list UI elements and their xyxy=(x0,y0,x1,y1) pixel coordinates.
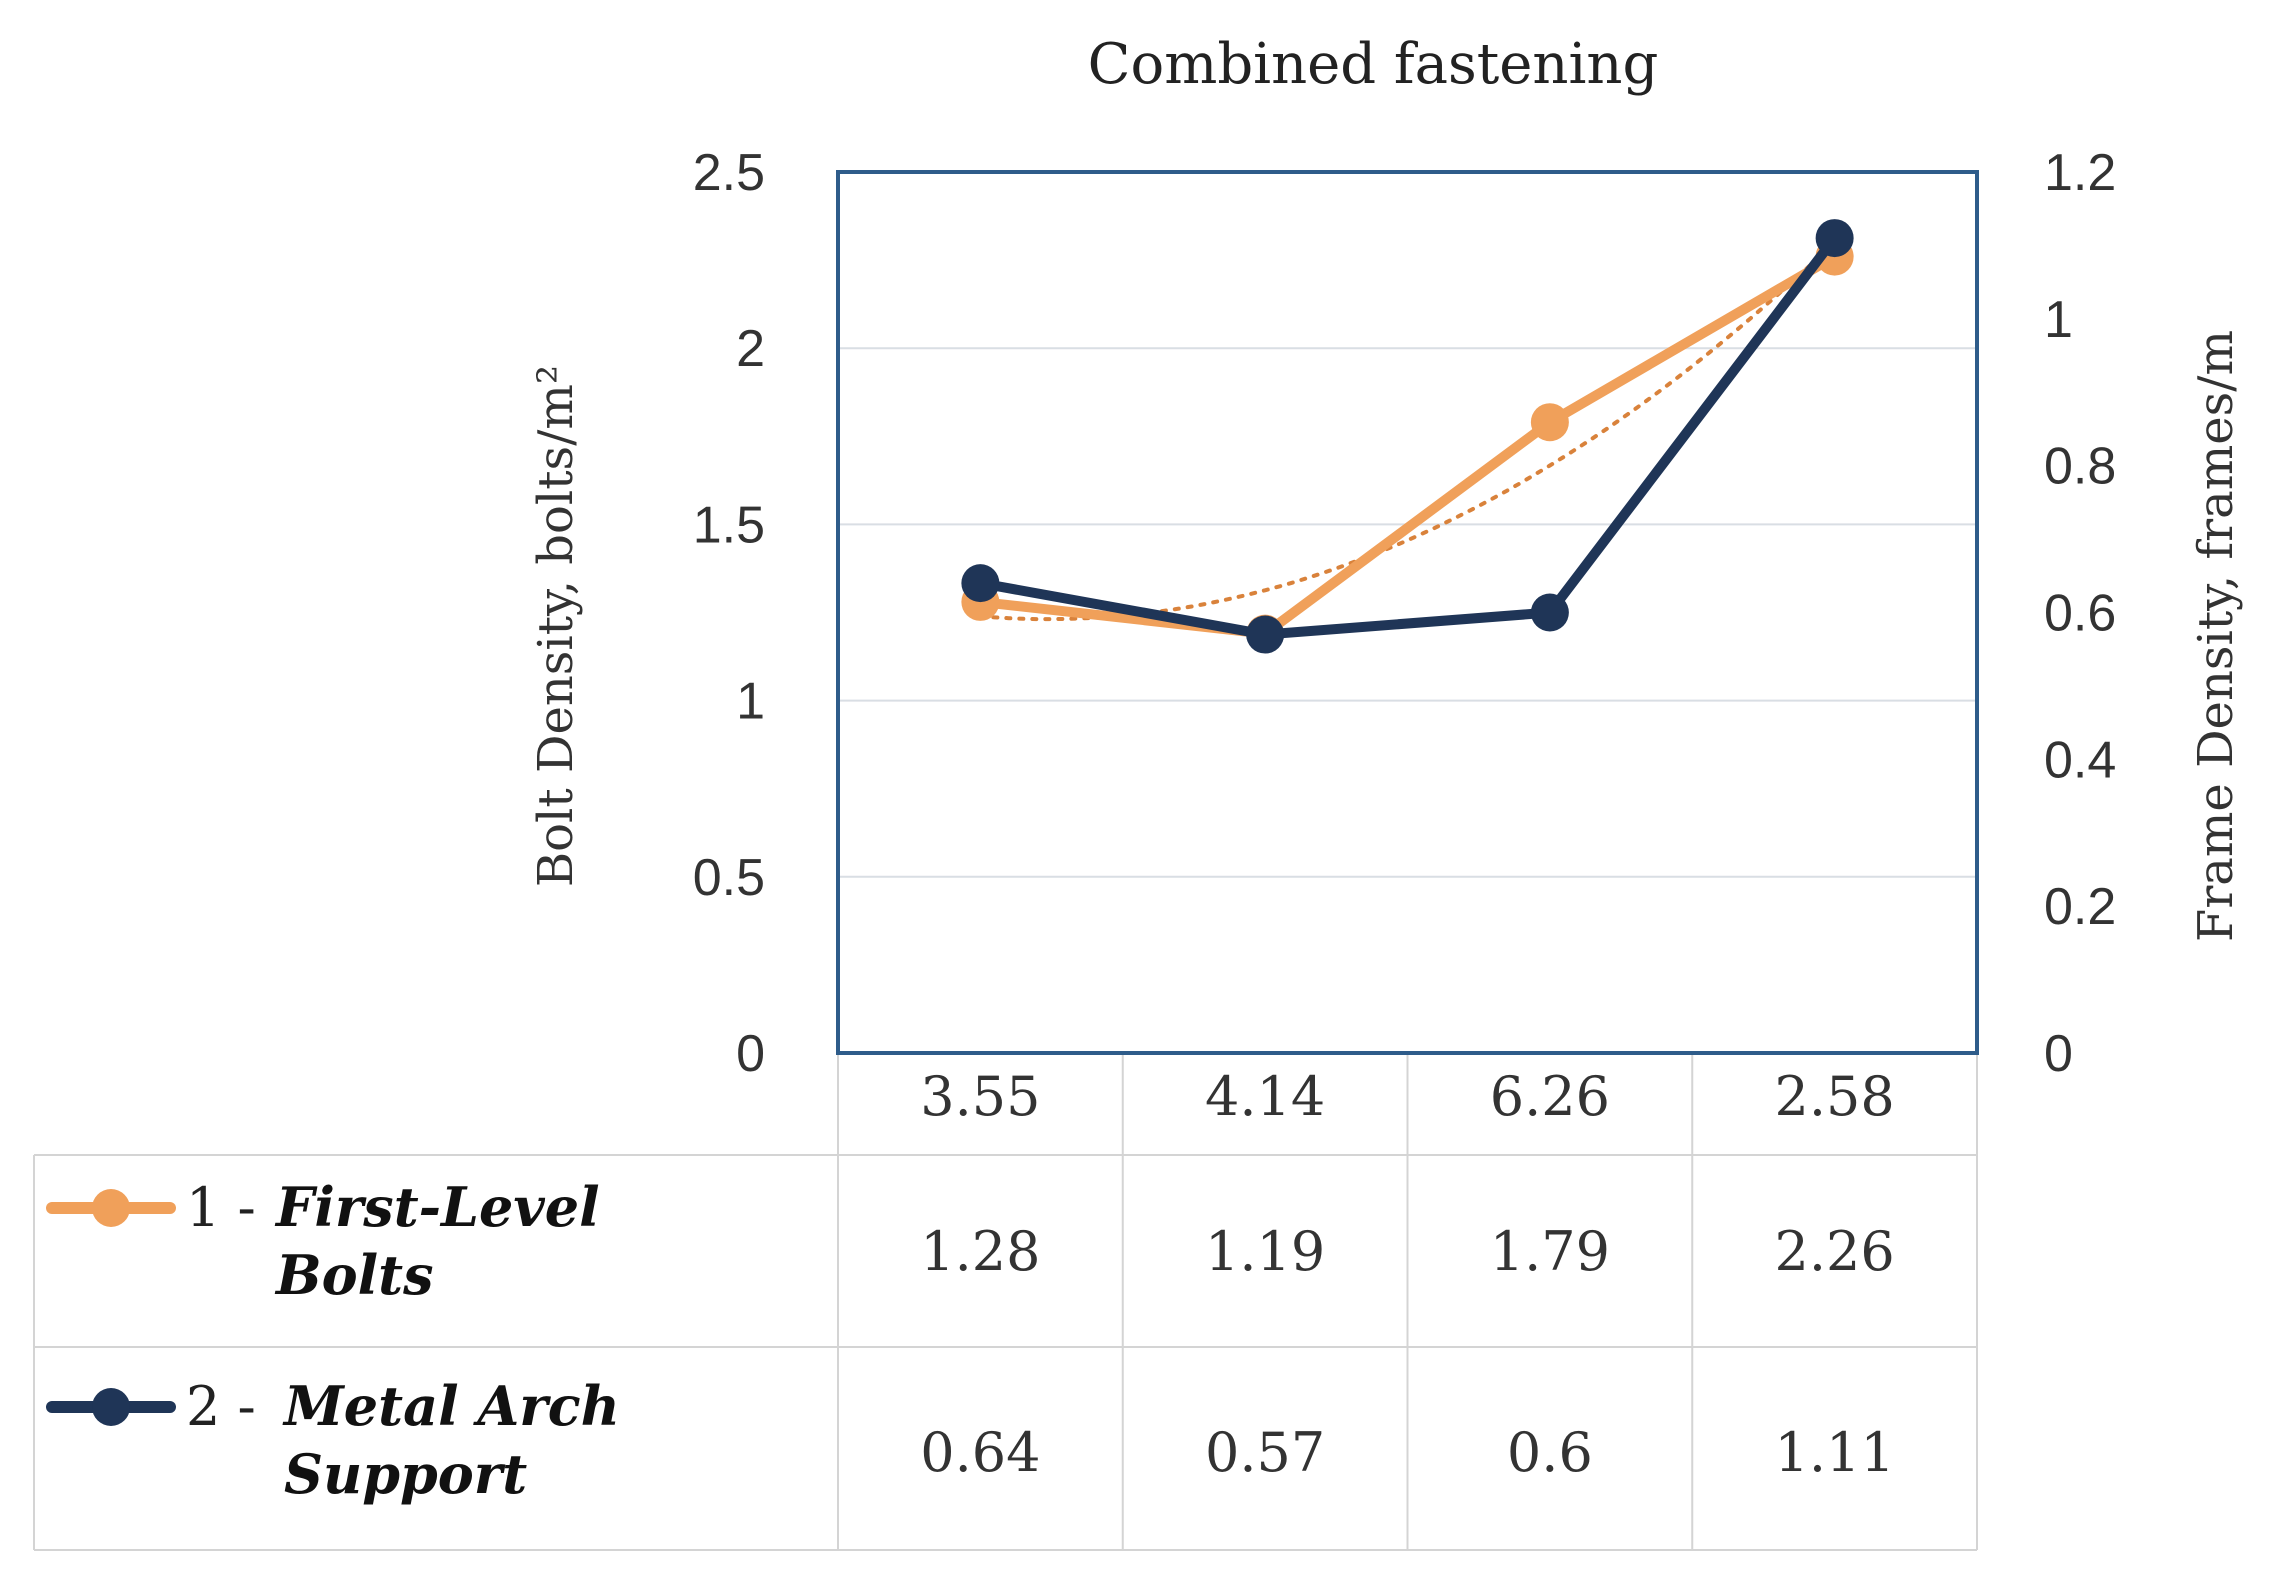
y2-tick-label: 0.6 xyxy=(2044,585,2116,643)
y-tick-label: 0 xyxy=(736,1025,765,1083)
data-point-marker xyxy=(1246,615,1285,654)
axis-ticks: 0 0.5 1 1.5 2 2.5 0 0.2 0.4 0.6 0.8 1 1.2 xyxy=(693,144,2117,1083)
legend-prefix: 1 - xyxy=(186,1176,256,1239)
trendlines xyxy=(978,240,1837,622)
data-point-marker xyxy=(961,564,1000,603)
y-tick-label: 2.5 xyxy=(693,144,765,202)
data-point-marker xyxy=(1815,219,1854,258)
y-tick-label: 1 xyxy=(736,673,765,731)
y2-tick-label: 1.2 xyxy=(2044,144,2116,202)
legend-prefix: 2 - xyxy=(186,1375,256,1438)
y-axis-label: Bolt Density, bolts/m² xyxy=(528,365,584,887)
x-category-label: 6.26 xyxy=(1490,1065,1610,1128)
data-value-label: 0.57 xyxy=(1205,1421,1325,1484)
y2-tick-label: 0.4 xyxy=(2044,731,2116,789)
gridlines xyxy=(838,347,1977,878)
legend-label-line2: Support xyxy=(284,1442,527,1506)
data-table: 3.55 4.14 6.26 2.58 1.28 1.19 1.79 2.26 0.64 0.57… xyxy=(33,1053,1978,1551)
x-category-label: 4.14 xyxy=(1205,1065,1325,1128)
x-category-label: 2.58 xyxy=(1775,1065,1895,1128)
series-line xyxy=(975,251,1840,639)
legend-label-line2: Bolts xyxy=(274,1243,434,1307)
data-value-label: 1.19 xyxy=(1205,1220,1325,1283)
legend-marker-swatch xyxy=(92,1189,130,1227)
data-value-label: 0.6 xyxy=(1507,1421,1593,1484)
y2-tick-label: 1 xyxy=(2044,291,2073,349)
data-point-marker xyxy=(1530,593,1569,632)
series-line xyxy=(975,233,1840,640)
y2-axis-label: Frame Density, frames/m xyxy=(2188,330,2244,942)
y-tick-label: 2 xyxy=(736,320,765,378)
data-value-label: 1.79 xyxy=(1490,1220,1610,1283)
y2-tick-label: 0.2 xyxy=(2044,878,2116,936)
y-tick-label: 0.5 xyxy=(693,849,765,907)
y-tick-label: 1.5 xyxy=(693,496,765,554)
data-value-label: 1.11 xyxy=(1775,1421,1895,1484)
data-value-label: 2.26 xyxy=(1775,1220,1895,1283)
plot-area-frame xyxy=(836,170,1979,1055)
trendline xyxy=(978,240,1837,622)
chart-title: Combined fastening xyxy=(1088,32,1659,97)
data-point-marker xyxy=(1530,403,1569,442)
legend-marker-swatch xyxy=(92,1388,130,1426)
series-lines xyxy=(961,219,1854,654)
y2-tick-label: 0 xyxy=(2044,1025,2073,1083)
legend-label-line1: First-Level xyxy=(274,1175,600,1239)
legend-label-line1: Metal Arch xyxy=(282,1374,620,1438)
data-value-label: 0.64 xyxy=(920,1421,1040,1484)
x-category-label: 3.55 xyxy=(920,1065,1040,1128)
y2-tick-label: 0.8 xyxy=(2044,438,2116,496)
data-value-label: 1.28 xyxy=(920,1220,1040,1283)
